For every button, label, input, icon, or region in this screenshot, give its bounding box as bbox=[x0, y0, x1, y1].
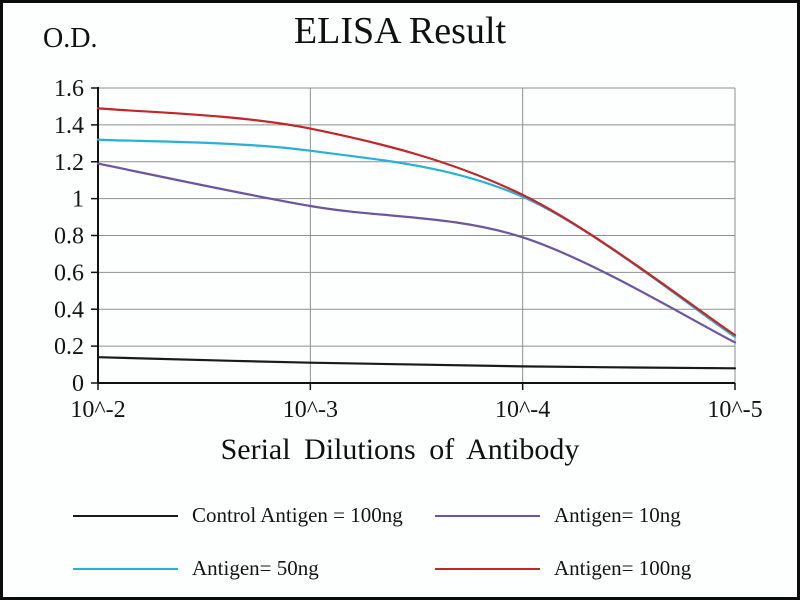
y-tick-label: 0.8 bbox=[54, 224, 84, 250]
series-line-2 bbox=[96, 138, 737, 338]
x-axis-title: Serial Dilutions of Antibody bbox=[220, 433, 580, 466]
y-tick-label: 0.4 bbox=[54, 297, 84, 323]
y-tick-label: 0.6 bbox=[54, 260, 84, 286]
x-tick-label: 10^-4 bbox=[495, 397, 550, 423]
legend-line-sample bbox=[435, 567, 540, 570]
legend-label: Antigen= 50ng bbox=[192, 556, 319, 580]
x-tick-label: 10^-3 bbox=[283, 397, 338, 423]
legend-item: Antigen= 100ng bbox=[435, 556, 767, 581]
legend-label: Control Antigen = 100ng bbox=[192, 503, 403, 527]
legend-line-sample bbox=[435, 514, 540, 517]
x-tick-label: 10^-2 bbox=[70, 397, 125, 423]
plot-area: 0 0.2 0.4 0.6 0.8 1 1.2 1.4 1.6 10^-2 10^-3 10^-4 10… bbox=[54, 76, 763, 423]
y-tick-label: 1 bbox=[72, 187, 84, 213]
legend-label: Antigen= 10ng bbox=[554, 503, 681, 527]
x-tick-label: 10^-5 bbox=[707, 397, 762, 423]
series-line-1 bbox=[96, 162, 737, 344]
legend-item: Antigen= 10ng bbox=[435, 503, 767, 528]
legend-item: Antigen= 50ng bbox=[73, 556, 405, 581]
legend-line-sample bbox=[73, 514, 178, 517]
legend-label: Antigen= 100ng bbox=[554, 556, 692, 580]
legend-item: Control Antigen = 100ng bbox=[73, 503, 405, 528]
y-tick-label: 1.6 bbox=[54, 76, 84, 102]
y-tick-label: 0 bbox=[72, 371, 84, 397]
series-line-3 bbox=[96, 107, 737, 337]
y-tick-label: 0.2 bbox=[54, 334, 84, 360]
chart-title: ELISA Result bbox=[293, 10, 507, 52]
series-line-0 bbox=[96, 356, 737, 370]
legend-line-sample bbox=[73, 567, 178, 570]
legend: Control Antigen = 100ng Antigen= 10ng Anti… bbox=[73, 503, 767, 581]
y-tick-label: 1.4 bbox=[54, 113, 84, 139]
y-axis-title: O.D. bbox=[43, 23, 98, 54]
y-tick-label: 1.2 bbox=[54, 150, 84, 176]
